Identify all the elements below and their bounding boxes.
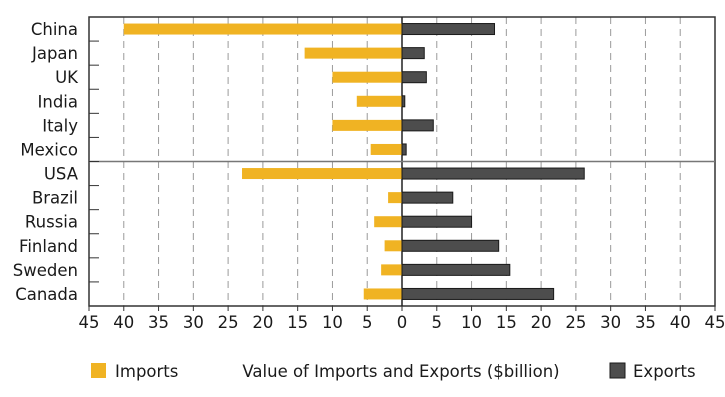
x-tick-label: 40	[670, 313, 691, 332]
category-label: Mexico	[20, 140, 78, 159]
exports-bar	[402, 168, 584, 179]
category-label: Finland	[19, 237, 78, 256]
x-tick-label: 30	[183, 313, 204, 332]
x-tick-label: 45	[79, 313, 100, 332]
x-tick-label: 5	[362, 313, 373, 332]
category-label: Italy	[42, 116, 78, 135]
exports-bar	[402, 264, 510, 275]
imports-bar	[242, 168, 402, 179]
category-label: India	[38, 92, 79, 111]
exports-bar	[402, 48, 424, 59]
x-tick-label: 30	[600, 313, 621, 332]
category-label: UK	[55, 68, 79, 87]
imports-bar	[374, 216, 402, 227]
imports-bar	[305, 48, 402, 59]
x-tick-label: 35	[148, 313, 169, 332]
x-tick-label: 25	[218, 313, 239, 332]
x-tick-label: 15	[496, 313, 517, 332]
x-tick-label: 5	[432, 313, 443, 332]
imports-bar	[332, 120, 402, 131]
x-axis-title: Value of Imports and Exports ($billion)	[242, 362, 559, 381]
imports-bar	[357, 96, 402, 107]
exports-bar	[402, 24, 495, 35]
x-tick-label: 10	[322, 313, 343, 332]
imports-bar	[124, 24, 402, 35]
x-tick-label: 40	[113, 313, 134, 332]
category-label: Russia	[25, 213, 78, 232]
x-tick-label: 25	[565, 313, 586, 332]
imports-bar	[385, 240, 402, 251]
exports-bar	[402, 72, 426, 83]
exports-bar	[402, 144, 406, 155]
imports-bar	[388, 192, 402, 203]
x-tick-label: 35	[635, 313, 656, 332]
exports-bar	[402, 96, 405, 107]
legend-imports-swatch	[91, 363, 106, 378]
x-tick-label: 20	[252, 313, 273, 332]
imports-bar	[332, 72, 402, 83]
category-label: China	[31, 20, 78, 39]
x-tick-label: 0	[397, 313, 408, 332]
legend-imports-label: Imports	[115, 362, 178, 381]
category-label: USA	[44, 165, 79, 184]
imports-bar	[381, 264, 402, 275]
category-label: Brazil	[32, 189, 78, 208]
exports-bar	[402, 192, 453, 203]
exports-bar	[402, 216, 472, 227]
category-label: Japan	[31, 44, 78, 63]
category-label: Canada	[15, 285, 78, 304]
legend-exports-label: Exports	[633, 362, 696, 381]
imports-bar	[364, 288, 402, 299]
x-tick-label: 10	[461, 313, 482, 332]
x-tick-label: 45	[705, 313, 725, 332]
imports-bar	[371, 144, 402, 155]
exports-bar	[402, 120, 433, 131]
category-label: Sweden	[13, 261, 78, 280]
legend-exports-swatch	[610, 363, 625, 378]
exports-bar	[402, 288, 554, 299]
x-tick-label: 20	[531, 313, 552, 332]
exports-bar	[402, 240, 499, 251]
x-tick-label: 15	[287, 313, 308, 332]
